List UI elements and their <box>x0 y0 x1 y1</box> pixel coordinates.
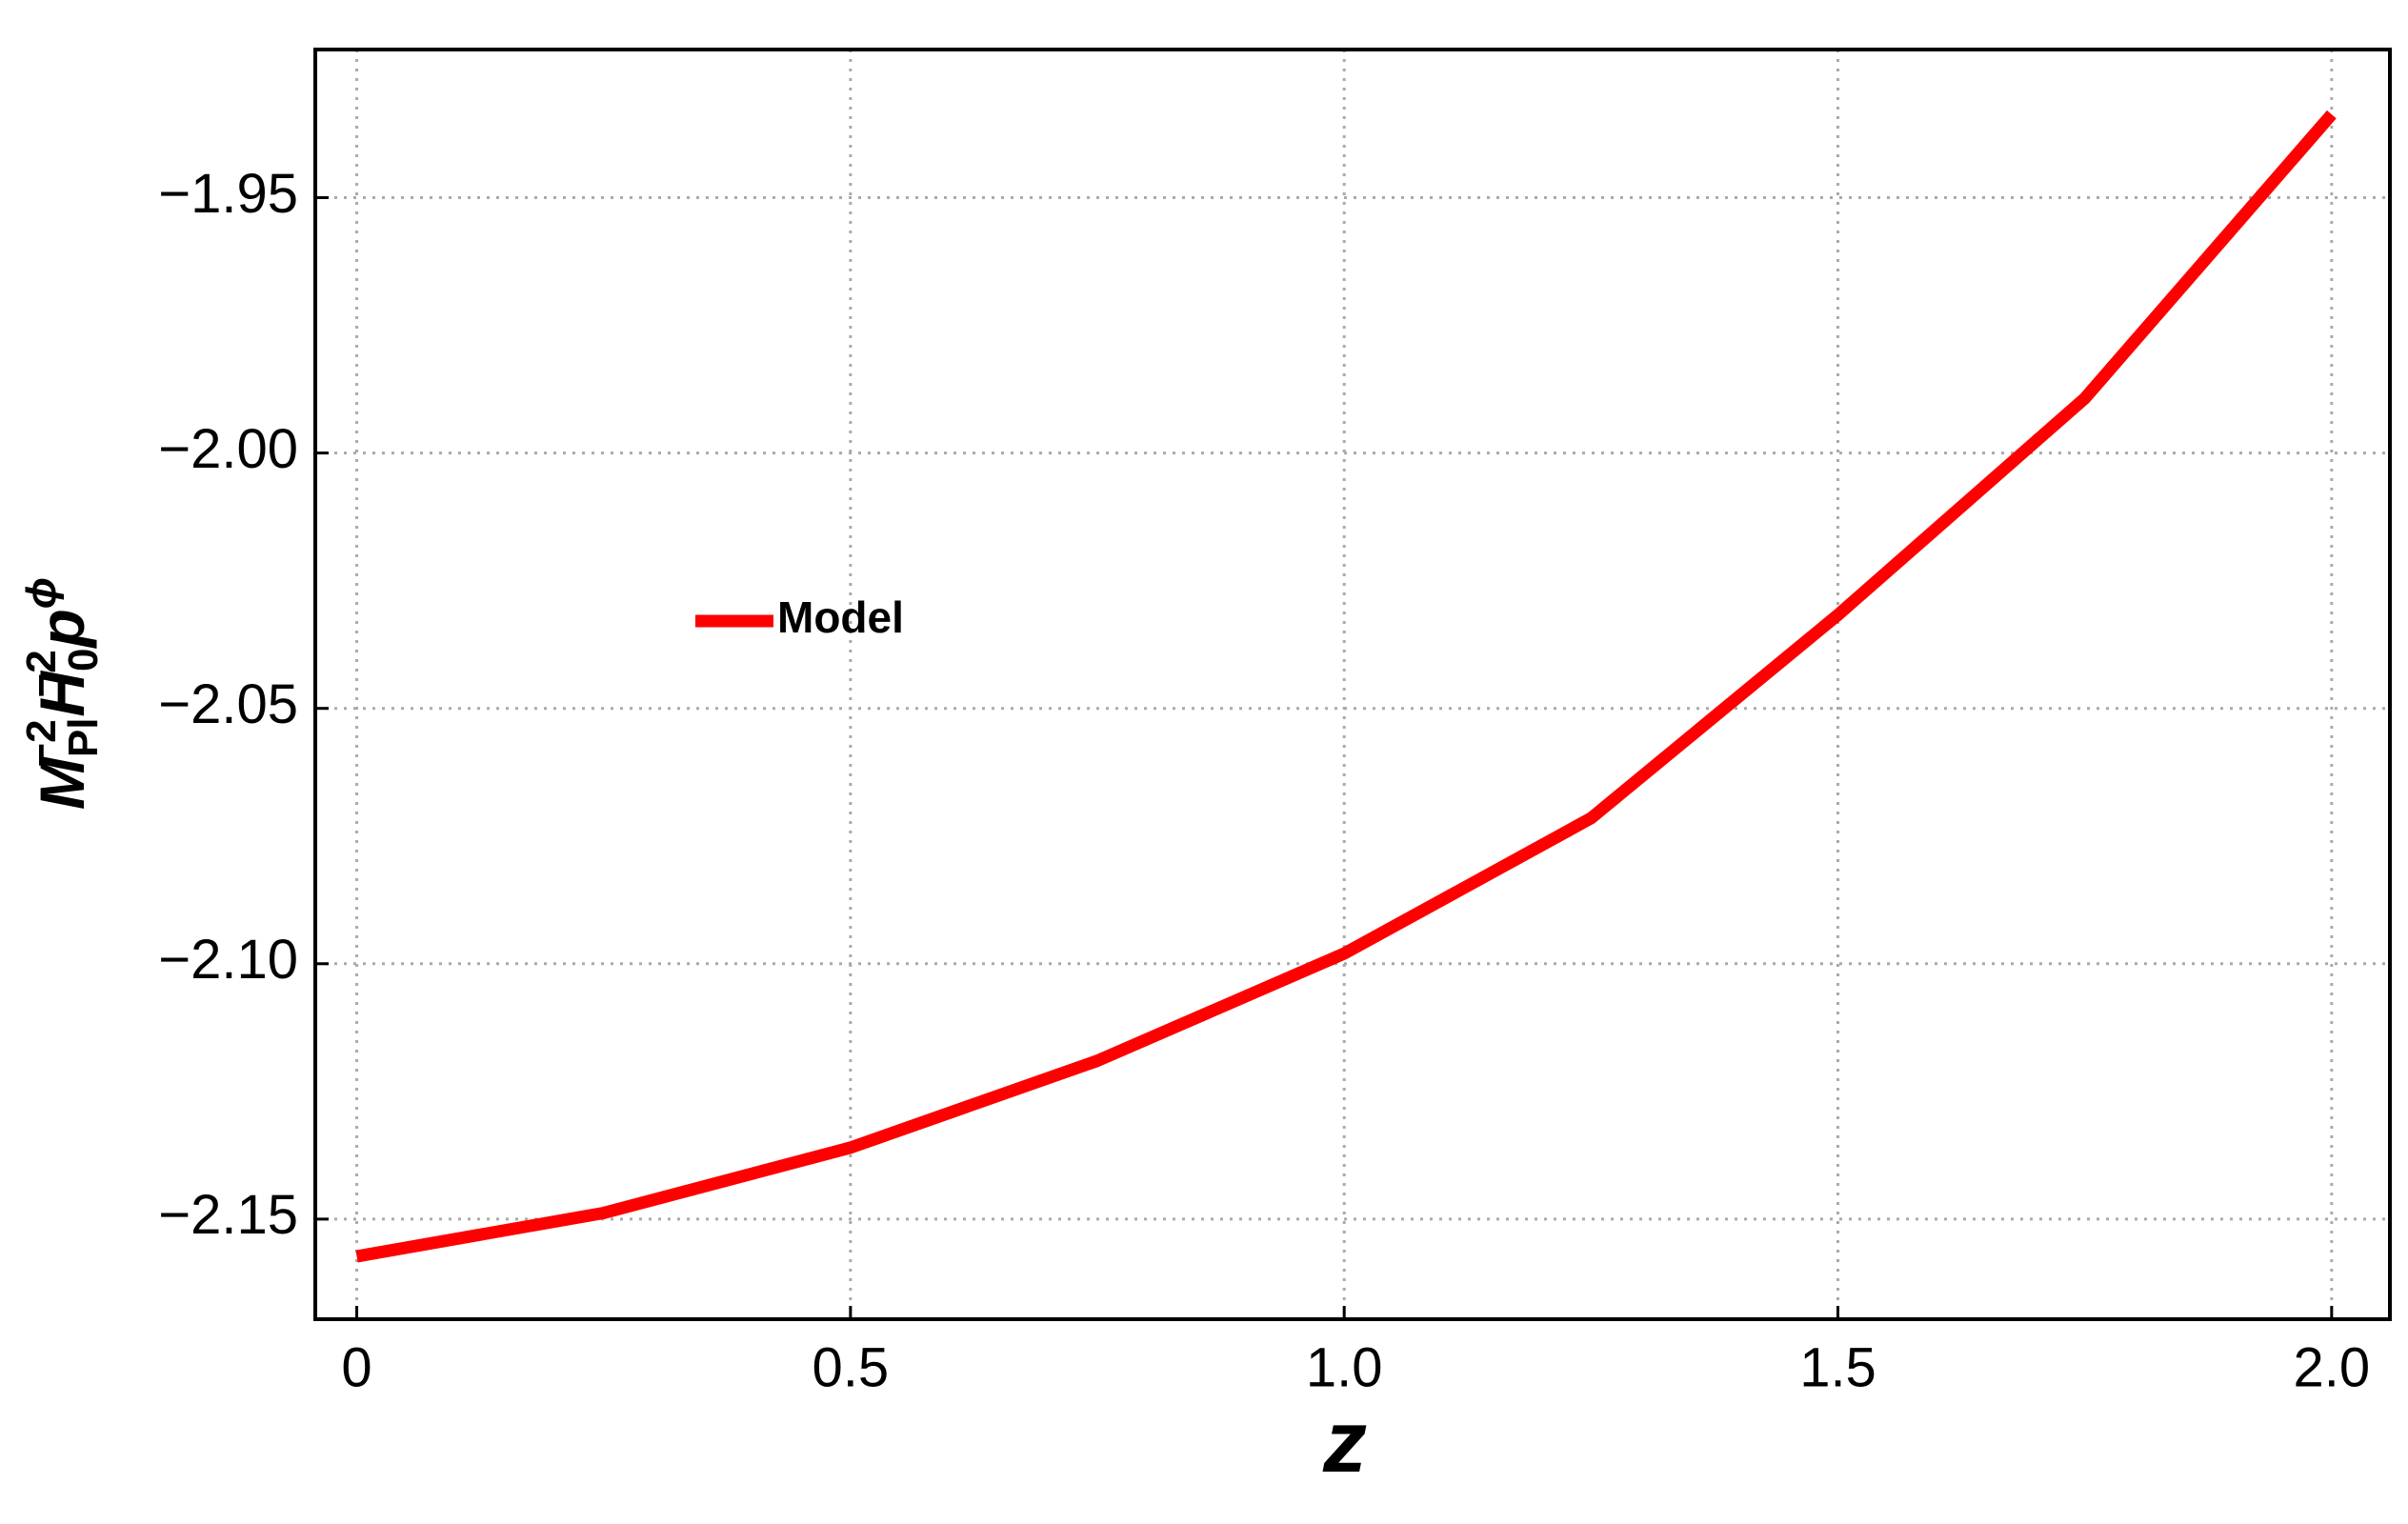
y-label-base: M <box>27 755 97 810</box>
legend-label: Model <box>777 592 904 642</box>
x-tick-label: 0 <box>341 1336 371 1398</box>
line-series <box>355 110 2337 1263</box>
y-tick-label: −2.00 <box>158 418 298 480</box>
y-tick-label: −2.10 <box>158 929 298 991</box>
y-tick-label: −2.15 <box>158 1184 298 1246</box>
y-tick-label: −1.95 <box>158 163 298 225</box>
x-tick-label: 0.5 <box>813 1336 890 1398</box>
plot-frame <box>313 48 2392 1321</box>
x-tick-label: 1.5 <box>1799 1336 1876 1398</box>
x-tick-label: 1.0 <box>1306 1336 1383 1398</box>
x-tick-label: 2.0 <box>2294 1336 2371 1398</box>
y-label-sup: ϕ <box>18 577 65 609</box>
y-label-base: p <box>27 609 97 649</box>
y-label-sup: −2 <box>18 650 65 697</box>
y-tick-label: −2.05 <box>158 673 298 735</box>
y-label-base: H <box>27 671 97 717</box>
y-label-sub: 0 <box>60 648 107 671</box>
y-axis-label: MPl−2 H0−2 pϕ <box>18 577 107 810</box>
y-label-sub: Pl <box>60 718 107 758</box>
y-label-sup: −2 <box>18 719 65 767</box>
x-axis-label: z <box>1322 1394 1367 1491</box>
